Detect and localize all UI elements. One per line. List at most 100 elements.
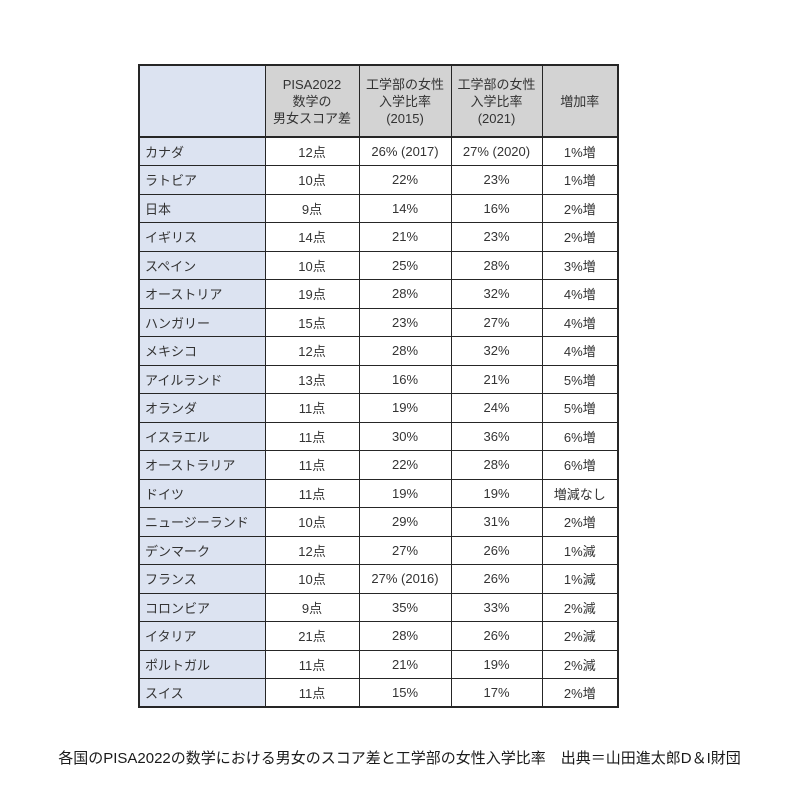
value-cell: 21% [450,364,543,394]
header-row: PISA2022 数学の 男女スコア差 工学部の女性 入学比率 (2015) 工学部の女性入… [138,64,619,138]
value-cell: 19% [358,393,452,423]
value-cell: 11点 [264,450,360,480]
value-cell: 30% [358,421,452,451]
country-cell: フランス [138,564,266,594]
value-cell: 2%増 [541,193,619,223]
value-cell: 28% [358,621,452,651]
table-row: 日本 9点 14% 16% 2%増 [138,193,619,223]
country-cell: イタリア [138,621,266,651]
value-cell: 21% [358,222,452,252]
table-row: ハンガリー 15点 23% 27% 4%増 [138,307,619,337]
value-cell: 12点 [264,336,360,366]
value-cell: 10点 [264,507,360,537]
pisa-gender-gap-table: PISA2022 数学の 男女スコア差 工学部の女性 入学比率 (2015) 工学部の女性入… [138,64,619,708]
table-header: PISA2022 数学の 男女スコア差 工学部の女性 入学比率 (2015) 工学部の女性入… [138,64,619,138]
value-cell: 27% [358,535,452,565]
country-cell: デンマーク [138,535,266,565]
value-cell: 11点 [264,649,360,679]
value-cell: 9点 [264,592,360,622]
value-cell: 6%増 [541,421,619,451]
value-cell: 12点 [264,535,360,565]
value-cell: 17% [450,678,543,708]
country-cell: ドイツ [138,478,266,508]
country-cell: ハンガリー [138,307,266,337]
value-cell: 26% [450,535,543,565]
country-cell: ラトビア [138,165,266,195]
value-cell: 26% [450,564,543,594]
table-row: オランダ 11点 19% 24% 5%増 [138,393,619,423]
value-cell: 4%増 [541,336,619,366]
country-cell: オーストラリア [138,450,266,480]
value-cell: 14% [358,193,452,223]
table-body: カナダ 12点 26% (2017) 27% (2020) 1%増 ラトビア 10点 22% 2… [138,136,619,708]
column-header: 増加率 [541,64,619,138]
table-row: ポルトガル 11点 21% 19% 2%減 [138,649,619,679]
value-cell: 27% (2020) [450,136,543,166]
figure-caption: 各国のPISA2022の数学における男女のスコア差と工学部の女性入学比率 出典＝… [58,750,741,767]
country-cell: イギリス [138,222,266,252]
value-cell: 3%増 [541,250,619,280]
table-row: イスラエル 11点 30% 36% 6%増 [138,421,619,451]
value-cell: 10点 [264,564,360,594]
value-cell: 23% [450,165,543,195]
value-cell: 1%減 [541,564,619,594]
value-cell: 2%減 [541,621,619,651]
country-cell: スペイン [138,250,266,280]
table-row: スイス 11点 15% 17% 2%増 [138,678,619,708]
value-cell: 11点 [264,421,360,451]
value-cell: 33% [450,592,543,622]
value-cell: 31% [450,507,543,537]
value-cell: 19点 [264,279,360,309]
value-cell: 2%減 [541,649,619,679]
value-cell: 16% [450,193,543,223]
country-cell: 日本 [138,193,266,223]
value-cell: 15% [358,678,452,708]
value-cell: 2%減 [541,592,619,622]
value-cell: 28% [358,336,452,366]
column-header: PISA2022 数学の 男女スコア差 [264,64,360,138]
value-cell: 25% [358,250,452,280]
country-cell: オーストリア [138,279,266,309]
table-row: メキシコ 12点 28% 32% 4%増 [138,336,619,366]
value-cell: 22% [358,165,452,195]
value-cell: 2%増 [541,222,619,252]
value-cell: 26% (2017) [358,136,452,166]
value-cell: 16% [358,364,452,394]
value-cell: 2%増 [541,507,619,537]
value-cell: 19% [450,478,543,508]
country-cell: カナダ [138,136,266,166]
value-cell: 9点 [264,193,360,223]
table-row: イギリス 14点 21% 23% 2%増 [138,222,619,252]
value-cell: 21点 [264,621,360,651]
table-row: デンマーク 12点 27% 26% 1%減 [138,535,619,565]
value-cell: 1%増 [541,136,619,166]
column-header: 工学部の女性 入学比率 (2015) [358,64,452,138]
table-row: フランス 10点 27% (2016) 26% 1%減 [138,564,619,594]
value-cell: 28% [450,450,543,480]
country-cell: コロンビア [138,592,266,622]
value-cell: 14点 [264,222,360,252]
value-cell: 10点 [264,165,360,195]
value-cell: 32% [450,279,543,309]
value-cell: 28% [358,279,452,309]
value-cell: 増減なし [541,478,619,508]
column-header: 工学部の女性 入学比率 (2021) [450,64,543,138]
value-cell: 12点 [264,136,360,166]
country-cell: スイス [138,678,266,708]
table-row: ニュージーランド 10点 29% 31% 2%増 [138,507,619,537]
table-row: スペイン 10点 25% 28% 3%増 [138,250,619,280]
value-cell: 27% [450,307,543,337]
table-row: カナダ 12点 26% (2017) 27% (2020) 1%増 [138,136,619,166]
value-cell: 15点 [264,307,360,337]
value-cell: 2%増 [541,678,619,708]
value-cell: 4%増 [541,307,619,337]
corner-cell [138,64,266,138]
value-cell: 11点 [264,678,360,708]
value-cell: 24% [450,393,543,423]
value-cell: 22% [358,450,452,480]
value-cell: 11点 [264,478,360,508]
value-cell: 4%増 [541,279,619,309]
value-cell: 1%増 [541,165,619,195]
value-cell: 10点 [264,250,360,280]
value-cell: 36% [450,421,543,451]
